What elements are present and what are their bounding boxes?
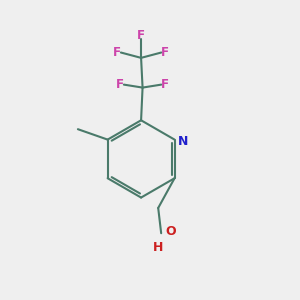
Text: O: O bbox=[165, 225, 176, 238]
Text: F: F bbox=[137, 29, 145, 42]
Text: F: F bbox=[116, 78, 124, 91]
Text: F: F bbox=[161, 78, 169, 91]
Text: F: F bbox=[161, 46, 169, 59]
Text: N: N bbox=[178, 135, 188, 148]
Text: F: F bbox=[113, 46, 121, 59]
Text: H: H bbox=[152, 241, 163, 254]
